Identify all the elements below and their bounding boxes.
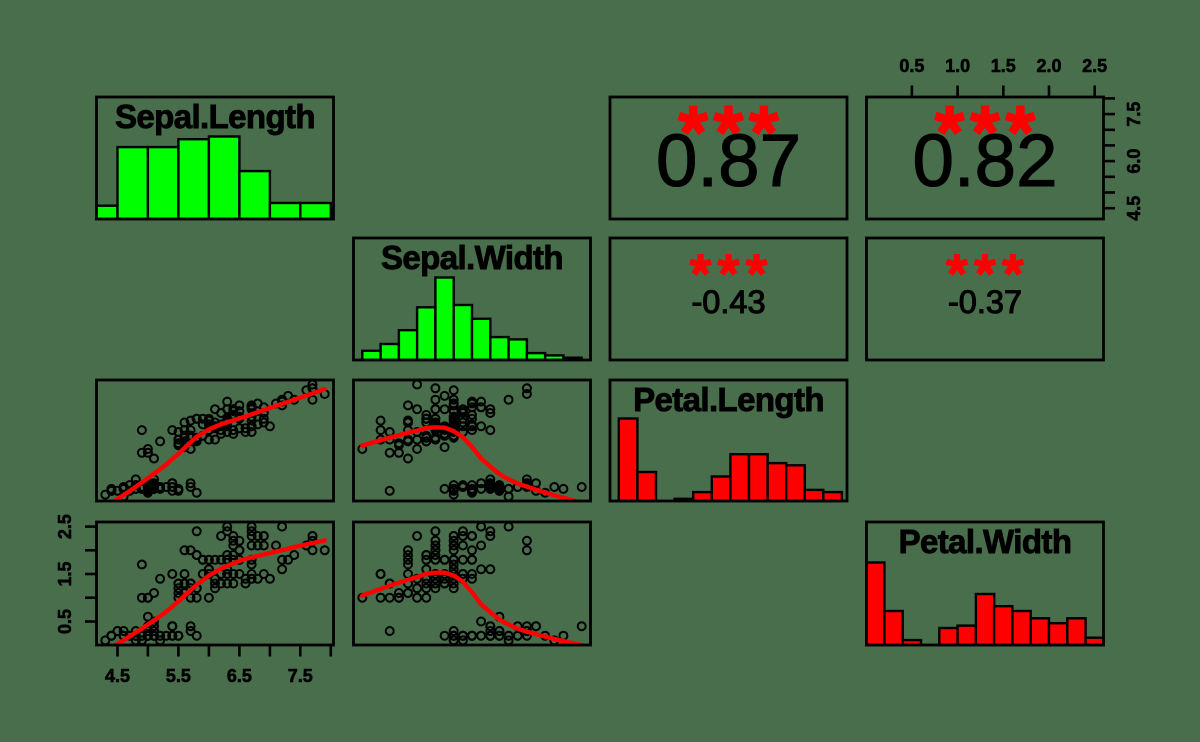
svg-text:1.0: 1.0	[945, 56, 970, 76]
svg-text:Sepal.Width: Sepal.Width	[381, 239, 563, 276]
svg-text:2.5: 2.5	[55, 514, 75, 539]
svg-text:0.82: 0.82	[913, 119, 1058, 202]
svg-text:0.5: 0.5	[899, 56, 924, 76]
svg-text:0.5: 0.5	[55, 609, 75, 634]
svg-text:Petal.Length: Petal.Length	[633, 381, 824, 418]
svg-text:5.5: 5.5	[166, 666, 191, 686]
svg-text:6.5: 6.5	[227, 666, 252, 686]
svg-text:4.5: 4.5	[1124, 196, 1144, 221]
svg-text:Sepal.Length: Sepal.Length	[115, 98, 315, 135]
svg-text:1.5: 1.5	[991, 56, 1016, 76]
svg-text:1.5: 1.5	[55, 561, 75, 586]
svg-text:4.5: 4.5	[105, 666, 130, 686]
svg-text:6.0: 6.0	[1124, 149, 1144, 174]
svg-text:-0.37: -0.37	[948, 284, 1022, 320]
svg-text:0.87: 0.87	[656, 119, 801, 202]
svg-text:Petal.Width: Petal.Width	[899, 523, 1072, 560]
svg-text:7.5: 7.5	[288, 666, 313, 686]
svg-text:2.5: 2.5	[1082, 56, 1107, 76]
svg-text:-0.43: -0.43	[691, 284, 765, 320]
svg-text:2.0: 2.0	[1036, 56, 1061, 76]
svg-text:7.5: 7.5	[1124, 102, 1144, 127]
